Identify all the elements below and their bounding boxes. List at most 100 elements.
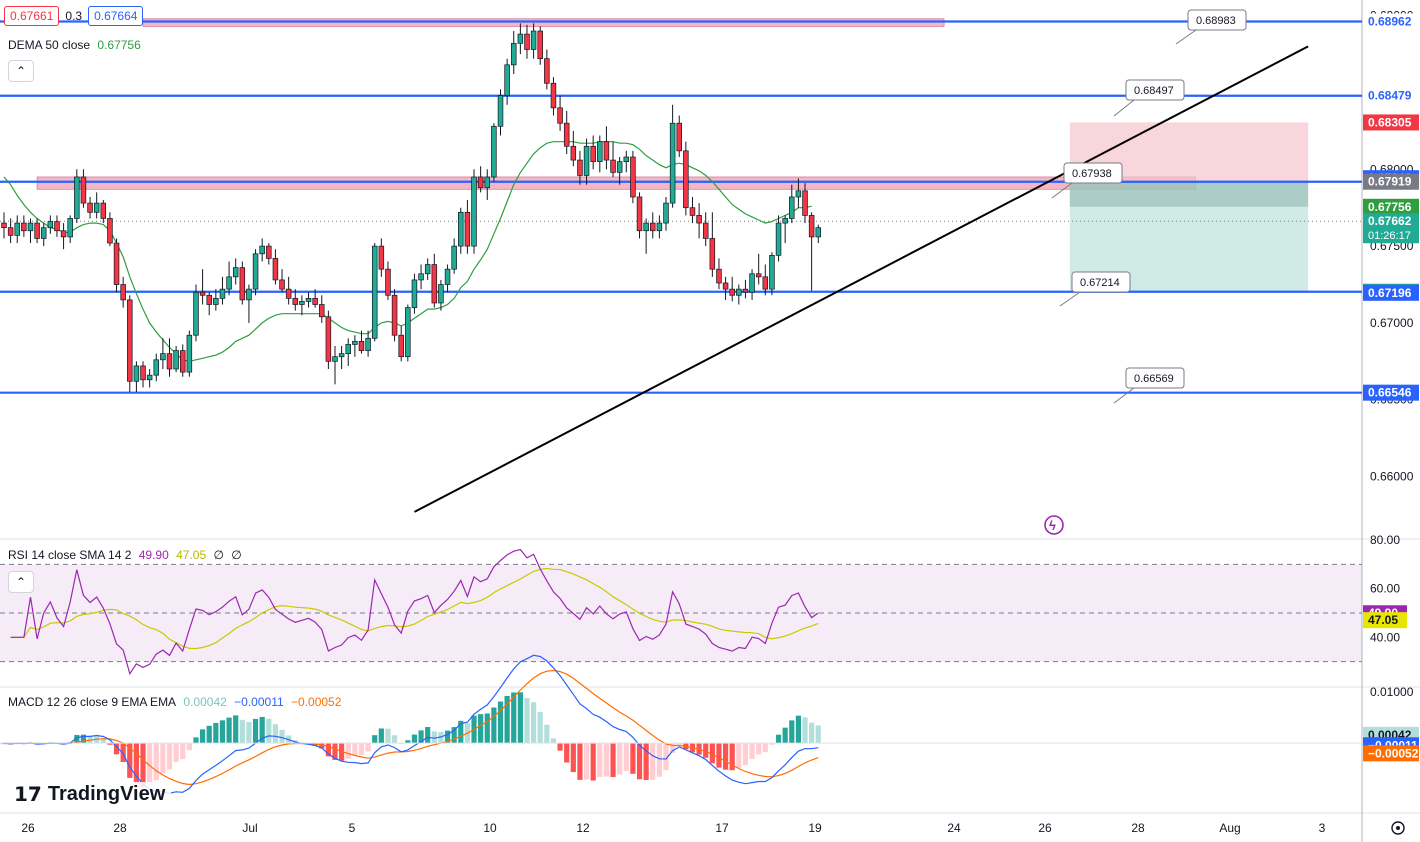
callout-label: 0.66569 — [1134, 373, 1174, 385]
candle-body — [610, 159, 616, 173]
macd-bar — [226, 717, 232, 744]
macd-bar — [531, 702, 537, 744]
macd-bar — [564, 743, 570, 763]
candle-body — [570, 145, 577, 161]
macd-bar — [756, 743, 762, 755]
candle-body — [451, 245, 457, 270]
candle — [239, 261, 246, 305]
position-active-zone — [1069, 181, 1309, 207]
candle-body — [802, 190, 808, 216]
candle — [378, 238, 385, 277]
badge-text: 0.67662 — [1368, 214, 1412, 228]
candle-body — [616, 161, 623, 173]
tradingview-logo: 𝟭𝟳 TradingView — [8, 782, 172, 807]
candle-body — [782, 218, 788, 224]
candle — [332, 345, 338, 385]
candle-body — [206, 294, 212, 305]
badge-text: 0.68479 — [1368, 89, 1412, 103]
rsi-line — [10, 548, 819, 676]
collapse-main-button[interactable]: ⌃ — [8, 60, 34, 82]
bid-price[interactable]: 0.67661 — [4, 6, 60, 26]
macd-bar — [100, 739, 106, 744]
candle — [299, 295, 305, 316]
candle-body — [133, 365, 140, 382]
candle-body — [722, 282, 729, 290]
badge-text: 0.66546 — [1368, 386, 1412, 400]
candle-body — [815, 227, 822, 238]
candle — [610, 141, 616, 177]
macd-bar — [544, 724, 550, 744]
macd-bar — [266, 718, 272, 744]
badge-bg — [1363, 87, 1419, 104]
rsi-legend[interactable]: RSI 14 close SMA 14 2 49.90 47.05 ∅ ∅ — [8, 548, 246, 562]
dema-value: 0.67756 — [97, 38, 141, 52]
macd-bar — [650, 743, 656, 780]
candle-body — [292, 297, 299, 305]
candle-body — [319, 304, 325, 318]
candle — [352, 335, 358, 357]
badge-text: 0.68305 — [1368, 115, 1412, 129]
logo-text: TradingView — [47, 783, 166, 805]
macd-bar — [107, 743, 113, 745]
candle-body — [232, 267, 239, 278]
candle-body — [87, 202, 93, 213]
dema-legend[interactable]: DEMA 50 close 0.67756 — [8, 38, 145, 52]
macd-bar — [113, 743, 120, 755]
macd-bar — [279, 729, 285, 744]
macd-bar — [491, 707, 497, 744]
candle — [775, 215, 782, 262]
candle-body — [199, 291, 206, 296]
macd-bar — [451, 727, 457, 744]
collapse-rsi-button[interactable]: ⌃ — [8, 571, 34, 593]
candle-body — [352, 341, 358, 345]
candle-body — [484, 176, 491, 189]
candle — [365, 330, 371, 357]
macd-bar — [663, 743, 669, 771]
candle-body — [650, 222, 656, 232]
badge-text: 0.67919 — [1368, 175, 1412, 189]
macd-bar — [703, 743, 709, 758]
candle-body — [173, 350, 179, 370]
candle-body — [93, 202, 100, 213]
candle-body — [458, 211, 464, 247]
ask-price[interactable]: 0.67664 — [88, 6, 144, 26]
candle-body — [504, 64, 510, 96]
candle — [34, 218, 40, 244]
candle — [451, 238, 457, 274]
candle — [14, 215, 20, 244]
candle — [636, 192, 643, 239]
rsi-empty-2: ∅ — [231, 548, 242, 562]
price-tick-label: 0.67000 — [1370, 316, 1414, 330]
candle — [411, 273, 418, 314]
macd-bar — [802, 717, 808, 744]
candle-body — [517, 33, 524, 44]
candle — [491, 123, 497, 182]
candle-body — [431, 264, 438, 304]
candle-body — [47, 221, 54, 229]
macd-bar — [775, 734, 782, 744]
candle-body — [623, 156, 630, 162]
candle — [312, 289, 318, 308]
macd-bar — [478, 714, 484, 744]
dema-title: DEMA 50 close — [8, 38, 91, 52]
callout-label: 0.68497 — [1134, 85, 1174, 97]
macd-bar — [577, 743, 583, 780]
macd-bar — [186, 743, 192, 751]
candle — [259, 238, 265, 262]
candle-body — [795, 190, 802, 198]
macd-legend[interactable]: MACD 12 26 close 9 EMA EMA 0.00042 −0.00… — [8, 695, 345, 709]
badge-bg — [1363, 198, 1419, 215]
macd-tick-label: 0.01000 — [1370, 685, 1414, 699]
macd-bar — [809, 722, 815, 744]
price-tick-label: 0.66000 — [1370, 470, 1414, 484]
macd-bar — [391, 735, 398, 744]
candle — [285, 276, 292, 305]
callout-box — [1071, 271, 1131, 293]
macd-bar — [127, 743, 133, 778]
candle — [146, 369, 153, 388]
candle — [471, 169, 477, 254]
candle-body — [100, 202, 107, 219]
candle — [133, 361, 140, 393]
candle — [292, 289, 299, 311]
